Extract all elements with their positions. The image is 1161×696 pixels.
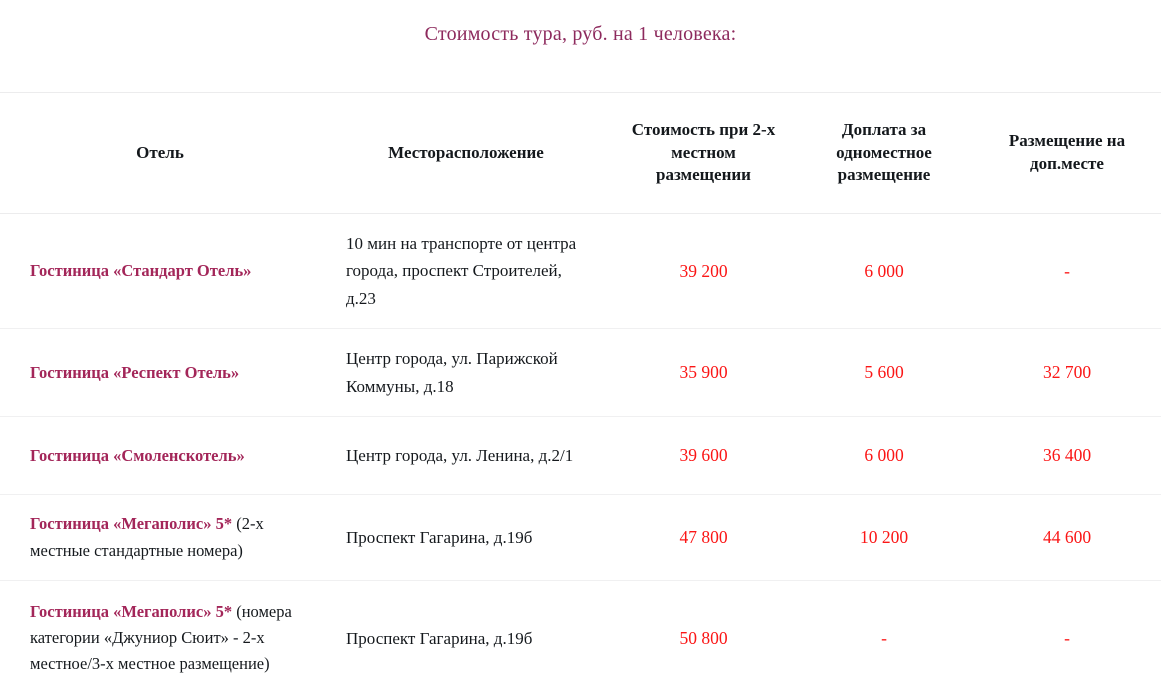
table-header: Отель Месторасположение Стоимость при 2-… <box>0 92 1161 214</box>
cell-hotel: Гостиница «Смоленскотель» <box>0 416 320 496</box>
cell-price-single: 6 000 <box>795 416 973 496</box>
cell-hotel: Гостиница «Мегаполис» 5* (номера категор… <box>0 580 320 696</box>
column-header-location: Месторасположение <box>320 92 612 214</box>
column-header-hotel: Отель <box>0 92 320 214</box>
cell-price-double: 39 200 <box>612 213 795 330</box>
cell-price-single: 10 200 <box>795 494 973 581</box>
cell-price-double: 50 800 <box>679 627 728 648</box>
cell-price-double: 35 900 <box>612 328 795 418</box>
cell-price-double: 39 600 <box>612 416 795 496</box>
cell-price-extra: 36 400 <box>973 416 1161 496</box>
cell-price-single: 6 000 <box>795 213 973 330</box>
cell-location: Проспект Гагарина, д.19б <box>346 628 533 648</box>
cell-location: Центр города, ул. Парижской Коммуны, д.1… <box>320 328 612 418</box>
column-header-double: Стоимость при 2-х местном размещении <box>612 92 795 214</box>
cell-location: 10 мин на транспорте от центра города, п… <box>320 213 612 330</box>
table-row: Гостиница «Мегаполис» 5* (2-х местные ст… <box>0 494 1161 581</box>
cell-location: Проспект Гагарина, д.19б <box>320 494 612 581</box>
table-header-row: Отель Месторасположение Стоимость при 2-… <box>0 92 1161 214</box>
hotel-name: Гостиница «Мегаполис» 5* <box>30 514 233 534</box>
table-body: Гостиница «Стандарт Отель» 10 мин на тра… <box>0 213 1161 696</box>
hotel-name: Гостиница «Смоленскотель» <box>30 445 245 465</box>
cell-hotel: Гостиница «Стандарт Отель» <box>0 213 320 330</box>
table-row: Гостиница «Респект Отель» Центр города, … <box>0 328 1161 418</box>
cell-price-single: 5 600 <box>795 328 973 418</box>
cell-price-extra: - <box>973 213 1161 330</box>
cell-location: Центр города, ул. Ленина, д.2/1 <box>320 416 612 496</box>
table-row: Гостиница «Мегаполис» 5* (номера категор… <box>0 580 1161 696</box>
hotel-name: Гостиница «Мегаполис» 5* <box>30 602 233 622</box>
hotel-name: Гостиница «Стандарт Отель» <box>30 261 252 281</box>
column-header-extra: Размещение на доп.месте <box>973 92 1161 214</box>
cell-hotel: Гостиница «Мегаполис» 5* (2-х местные ст… <box>0 494 320 581</box>
cell-hotel: Гостиница «Респект Отель» <box>0 328 320 418</box>
tour-price-table: Отель Месторасположение Стоимость при 2-… <box>0 92 1161 696</box>
cell-price-extra: - <box>1064 627 1070 648</box>
column-header-single: Доплата за одноместное размещение <box>795 92 973 214</box>
table-row: Гостиница «Стандарт Отель» 10 мин на тра… <box>0 213 1161 330</box>
page-title: Стоимость тура, руб. на 1 человека: <box>424 23 737 45</box>
cell-price-extra: 44 600 <box>973 494 1161 581</box>
tour-price-page: Стоимость тура, руб. на 1 человека: Отел… <box>0 23 1161 673</box>
cell-price-extra: 32 700 <box>973 328 1161 418</box>
cell-price-double: 47 800 <box>612 494 795 581</box>
hotel-note: (2-х местные стандартные номера) <box>30 514 264 560</box>
hotel-name: Гостиница «Респект Отель» <box>30 362 240 382</box>
cell-price-single: - <box>881 627 887 648</box>
table-row: Гостиница «Смоленскотель» Центр города, … <box>0 416 1161 496</box>
